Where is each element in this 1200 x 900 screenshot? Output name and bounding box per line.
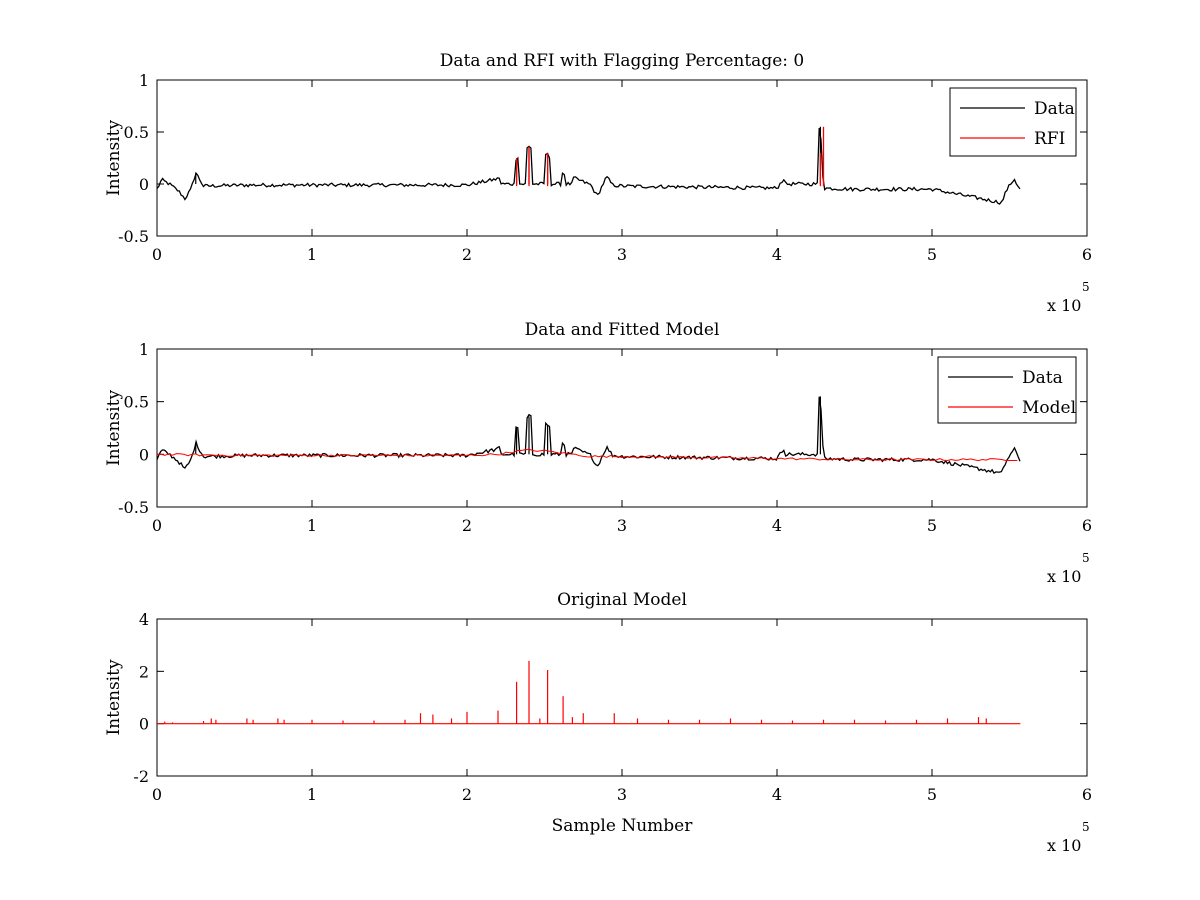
x-tick-label: 1 [307, 516, 317, 535]
plot-content [157, 660, 1021, 725]
y-tick-label: 4 [139, 610, 149, 629]
x-tick-label: 2 [462, 516, 472, 535]
legend-box [949, 87, 1077, 157]
legend-entry: Model [1022, 398, 1076, 418]
x-tick-label: 0 [152, 245, 162, 264]
y-tick-label: 0 [139, 445, 149, 464]
x-tick-label: 3 [617, 245, 627, 264]
chart-title: Data and Fitted Model [525, 320, 720, 340]
x-tick-label: 0 [152, 785, 162, 804]
y-tick-label: 0 [139, 175, 149, 194]
y-axis-label: Intensity [104, 120, 124, 196]
x-exponent-label: x 10 [1047, 836, 1081, 855]
y-tick-label: 1 [139, 340, 149, 359]
x-exponent-power: 5 [1082, 551, 1090, 565]
series-line-model [157, 448, 1018, 462]
legend-entry: Data [1022, 368, 1063, 388]
chart-title: Data and RFI with Flagging Percentage: 0 [440, 51, 804, 71]
x-exponent-label: x 10 [1047, 567, 1081, 586]
x-tick-label: 5 [927, 516, 937, 535]
legend: Data Model [937, 356, 1077, 424]
legend-entry: Data [1034, 99, 1075, 119]
x-tick-label: 3 [617, 785, 627, 804]
plot-area [156, 79, 1088, 237]
x-exponent-power: 5 [1082, 280, 1090, 294]
y-axis-label: Intensity [104, 659, 124, 735]
legend-box [937, 356, 1077, 424]
legend-entry: RFI [1034, 129, 1065, 149]
y-tick-label: 0.5 [124, 123, 149, 142]
chart-panel-3: Original Model Intensity Sample Number 0 1 2 3… [104, 590, 1092, 855]
x-tick-label: 5 [927, 785, 937, 804]
chart-title: Original Model [557, 590, 687, 610]
x-tick-label: 2 [462, 245, 472, 264]
plot-content [157, 396, 1021, 475]
x-tick-label: 6 [1082, 245, 1092, 264]
x-tick-label: 4 [772, 516, 782, 535]
x-tick-label: 0 [152, 516, 162, 535]
x-tick-label: 1 [307, 785, 317, 804]
x-axis-label: Sample Number [552, 816, 694, 836]
x-tick-label: 3 [617, 516, 627, 535]
y-tick-label: 1 [139, 71, 149, 90]
x-tick-label: 4 [772, 785, 782, 804]
plot-area [156, 618, 1088, 777]
x-tick-label: 2 [462, 785, 472, 804]
y-tick-label: -0.5 [118, 227, 149, 246]
plot-content [157, 126, 1021, 205]
y-tick-label: -2 [133, 767, 149, 786]
y-tick-label: 0 [139, 715, 149, 734]
x-tick-label: 6 [1082, 516, 1092, 535]
x-exponent-label: x 10 [1047, 296, 1081, 315]
y-axis-label: Intensity [104, 390, 124, 466]
y-tick-label: 2 [139, 662, 149, 681]
x-exponent-power: 5 [1082, 820, 1090, 834]
x-tick-label: 1 [307, 245, 317, 264]
x-tick-label: 5 [927, 245, 937, 264]
legend: Data RFI [949, 87, 1077, 157]
series-line-data [157, 396, 1021, 475]
x-tick-label: 4 [772, 245, 782, 264]
y-tick-label: 0.5 [124, 393, 149, 412]
x-tick-label: 6 [1082, 785, 1092, 804]
y-tick-label: -0.5 [118, 498, 149, 517]
chart-panel-2: Data and Fitted Model Intensity 0 1 2 3 4 5 6 x 1… [104, 320, 1092, 586]
chart-panel-1: Data and RFI with Flagging Percentage: 0… [104, 51, 1092, 315]
series-line-data [157, 127, 1021, 205]
